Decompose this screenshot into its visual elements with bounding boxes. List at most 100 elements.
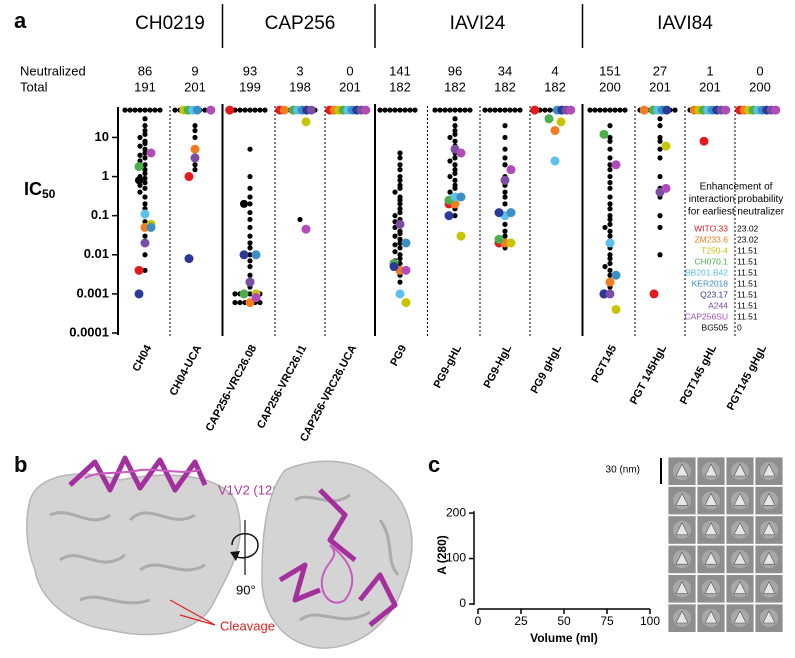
ic50-dot [622, 107, 628, 113]
ic50-dot [547, 107, 553, 113]
highlight-dot [225, 105, 235, 115]
total-count: 200 [599, 79, 621, 94]
ic50-dot [392, 233, 398, 239]
neutralized-count: 0 [756, 63, 763, 78]
ic50-dot [397, 260, 403, 267]
ic50-dot [607, 221, 613, 227]
ic50-dot [137, 134, 143, 141]
column-label: CH04-UCA [168, 343, 205, 398]
legend-value: 11.51 [737, 245, 758, 255]
highlight-dot [639, 105, 649, 115]
y-tick-label: 0.0001 [69, 324, 109, 339]
protein-body [261, 460, 413, 649]
column-label: CAP256-VRC26.I1 [255, 343, 309, 431]
highlight-dot [184, 172, 194, 182]
class-average-particle [733, 580, 747, 594]
legend-title: for earliest neutralizer [688, 207, 785, 218]
neutralized-count: 1 [706, 63, 713, 78]
cleavage-label: Cleavage [220, 618, 275, 633]
ic50-dot [247, 224, 253, 231]
x-tick-label: 50 [557, 614, 571, 628]
ic50-dot [142, 162, 148, 168]
highlight-dot [389, 262, 399, 272]
x-tick-label: 75 [600, 614, 614, 628]
ic50-dot [402, 107, 408, 113]
ic50-dot [142, 167, 148, 173]
y-axis-label: IC50 [24, 179, 56, 201]
highlight-dot [240, 199, 248, 208]
highlight-dot [251, 293, 261, 303]
highlight-dot [556, 117, 566, 127]
highlight-dot [184, 254, 194, 264]
ic50-dot [142, 146, 148, 152]
ic50-dot [497, 107, 503, 113]
y-tick-label: 10 [95, 129, 109, 144]
ic50-dot [127, 107, 133, 113]
ic50-dot [247, 173, 253, 180]
ic50-dot [502, 201, 508, 207]
neutralized-count: 4 [551, 63, 558, 78]
ic50-dot [232, 299, 238, 306]
highlight-dot [661, 183, 671, 193]
total-count: 201 [184, 79, 206, 94]
ic50-dot [247, 272, 253, 278]
ic50-dot [507, 107, 513, 113]
highlight-dot [301, 117, 311, 127]
rotation-label: 90° [236, 582, 256, 597]
total-count: 201 [649, 79, 671, 94]
y-tick-label: 0 [459, 596, 466, 610]
legend-value: 23.02 [737, 234, 759, 244]
ic50-dot [607, 107, 613, 113]
ic50-dot [142, 155, 148, 161]
ic50-dot [657, 134, 663, 141]
highlight-dot [239, 250, 249, 260]
column-label: PG9-HgL [482, 343, 515, 390]
column-label: CH04 [130, 342, 154, 373]
ic50-dot [502, 107, 508, 113]
highlight-dot [456, 192, 466, 202]
class-average-particle [733, 610, 747, 624]
ic50-dot [452, 116, 458, 122]
highlight-dot [306, 105, 316, 115]
neutralized-count: 96 [448, 63, 462, 78]
y-axis-label-main: IC [24, 179, 42, 199]
ic50-dot [617, 107, 623, 113]
ic50-dot [142, 267, 148, 273]
ic50-dot [142, 201, 148, 207]
ic50-dot [452, 107, 458, 113]
highlight-dot [605, 238, 615, 248]
highlight-dot [190, 144, 200, 154]
rotation-arrow [231, 533, 259, 559]
highlight-dot [140, 209, 150, 219]
ic50-dot [452, 162, 458, 168]
highlight-dot [530, 105, 540, 115]
total-count: 198 [289, 79, 311, 94]
cleavage-pointer [179, 614, 216, 626]
v1v2-loop [84, 468, 201, 479]
y-axis-label-sub: 50 [42, 187, 56, 201]
column-label: PGT145 [589, 343, 619, 385]
highlight-dot [506, 165, 516, 175]
class-average-particle [704, 492, 718, 506]
column-label: PGT145 gHL [678, 343, 719, 407]
ic50-dot [262, 107, 268, 113]
highlight-dot [134, 162, 144, 172]
ic50-dot [392, 242, 398, 248]
total-count: 182 [494, 79, 516, 94]
group-label: CH0219 [135, 13, 205, 34]
y-tick-label: 1 [102, 168, 109, 183]
ic50-dot [377, 107, 383, 113]
class-average-particle [704, 463, 718, 477]
row-label: Total [20, 79, 48, 94]
ic50-dot [247, 291, 253, 297]
ic50-dot [142, 233, 148, 239]
highlight-dot [662, 105, 672, 115]
ic50-dot [382, 107, 388, 113]
highlight-dot [605, 289, 615, 299]
highlight-dot [192, 105, 202, 115]
ic50-dot [392, 189, 398, 195]
ic50-dot [142, 252, 148, 258]
highlight-dot [401, 238, 411, 248]
ic50-dot [607, 173, 613, 180]
ic50-dot [657, 224, 663, 231]
